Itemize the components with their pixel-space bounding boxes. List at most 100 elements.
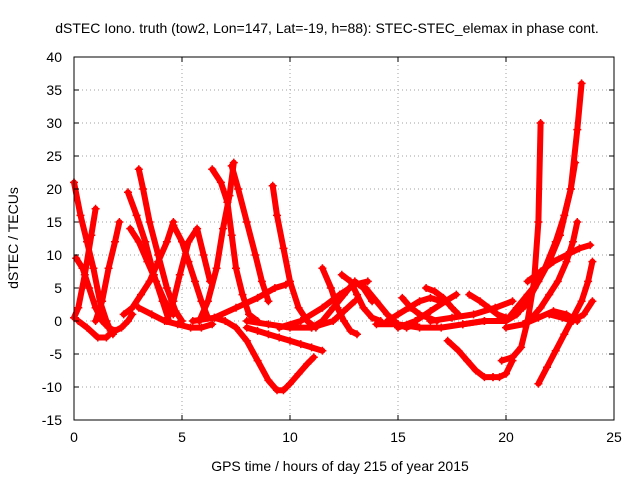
data-point <box>296 317 305 325</box>
data-point <box>134 237 143 246</box>
data-point <box>199 251 208 259</box>
data-point <box>78 264 87 273</box>
data-point <box>83 323 91 332</box>
data-point <box>577 297 586 306</box>
series-line <box>228 162 272 305</box>
data-point <box>152 277 161 286</box>
data-point <box>562 251 571 259</box>
data-point <box>571 158 580 167</box>
data-point <box>212 264 221 273</box>
data-point <box>296 340 305 349</box>
series-line <box>127 225 177 318</box>
data-point <box>530 284 539 292</box>
y-tick-label: 35 <box>46 82 62 98</box>
data-point <box>268 181 277 190</box>
data-point <box>137 290 145 299</box>
data-point <box>264 330 273 339</box>
data-point <box>89 264 98 273</box>
data-point <box>536 119 545 127</box>
data-point <box>327 284 335 292</box>
data-point <box>508 353 517 362</box>
data-point <box>579 310 588 319</box>
data-series <box>383 293 446 325</box>
x-tick-label: 15 <box>390 429 406 445</box>
data-point <box>111 237 119 246</box>
series-layer <box>70 79 597 395</box>
data-point <box>238 290 247 299</box>
data-point <box>160 297 169 306</box>
series-line <box>73 255 136 334</box>
data-point <box>318 317 327 325</box>
data-point <box>253 356 262 365</box>
data-point <box>143 257 152 266</box>
data-point <box>430 287 439 296</box>
data-point <box>523 277 532 286</box>
data-series <box>162 224 215 325</box>
data-point <box>588 297 597 306</box>
data-point <box>175 270 184 279</box>
data-point <box>469 310 478 319</box>
data-point <box>210 313 219 322</box>
data-point <box>132 211 141 220</box>
data-point <box>448 303 456 312</box>
data-series <box>534 257 597 388</box>
data-point <box>588 257 597 266</box>
data-point <box>497 356 506 365</box>
data-series <box>275 277 372 332</box>
data-point <box>353 330 361 339</box>
y-tick-label: 10 <box>46 247 62 263</box>
data-point <box>225 191 234 200</box>
data-point <box>85 284 94 292</box>
series-line <box>211 314 317 394</box>
data-point <box>227 231 236 240</box>
series-line <box>444 337 496 381</box>
x-tick-label: 0 <box>70 429 78 445</box>
data-point <box>286 336 294 345</box>
data-point <box>536 267 545 276</box>
y-tick-label: -10 <box>42 379 62 395</box>
data-point <box>216 178 225 187</box>
data-point <box>519 303 528 312</box>
data-point <box>491 303 500 312</box>
data-point <box>232 303 240 312</box>
data-point <box>184 237 193 246</box>
data-point <box>443 336 452 345</box>
data-point <box>560 211 569 220</box>
data-point <box>437 323 446 332</box>
y-tick-label: 20 <box>46 181 62 197</box>
data-point <box>124 317 132 325</box>
grid <box>74 57 614 420</box>
data-point <box>294 303 303 312</box>
data-series <box>188 280 290 325</box>
data-point <box>76 211 85 220</box>
data-point <box>465 290 474 299</box>
y-tick-label: 5 <box>54 280 62 296</box>
data-point <box>147 310 156 319</box>
data-point <box>162 237 171 246</box>
data-series <box>337 270 385 325</box>
data-point <box>242 317 251 325</box>
data-series <box>268 181 320 332</box>
data-point <box>318 303 327 312</box>
y-tick-label: 40 <box>46 49 62 65</box>
data-point <box>543 363 551 372</box>
data-point <box>270 284 279 292</box>
data-point <box>350 280 359 289</box>
y-tick-labels: -15 -10 -5 0 5 10 15 20 25 30 35 40 <box>42 49 62 428</box>
data-point <box>126 224 135 233</box>
data-point <box>448 313 456 322</box>
data-point <box>329 303 338 312</box>
data-point <box>139 185 148 193</box>
data-point <box>145 218 154 226</box>
data-point <box>353 290 361 299</box>
data-point <box>368 313 377 322</box>
data-point <box>454 346 463 355</box>
data-point <box>108 326 117 335</box>
data-point <box>275 333 284 342</box>
chart-title: dSTEC Iono. truth (tow2, Lon=147, Lat=-1… <box>55 20 599 36</box>
data-point <box>134 303 143 312</box>
series-line <box>92 219 123 324</box>
data-point <box>398 293 407 302</box>
data-point <box>162 284 171 292</box>
data-point <box>104 323 113 332</box>
